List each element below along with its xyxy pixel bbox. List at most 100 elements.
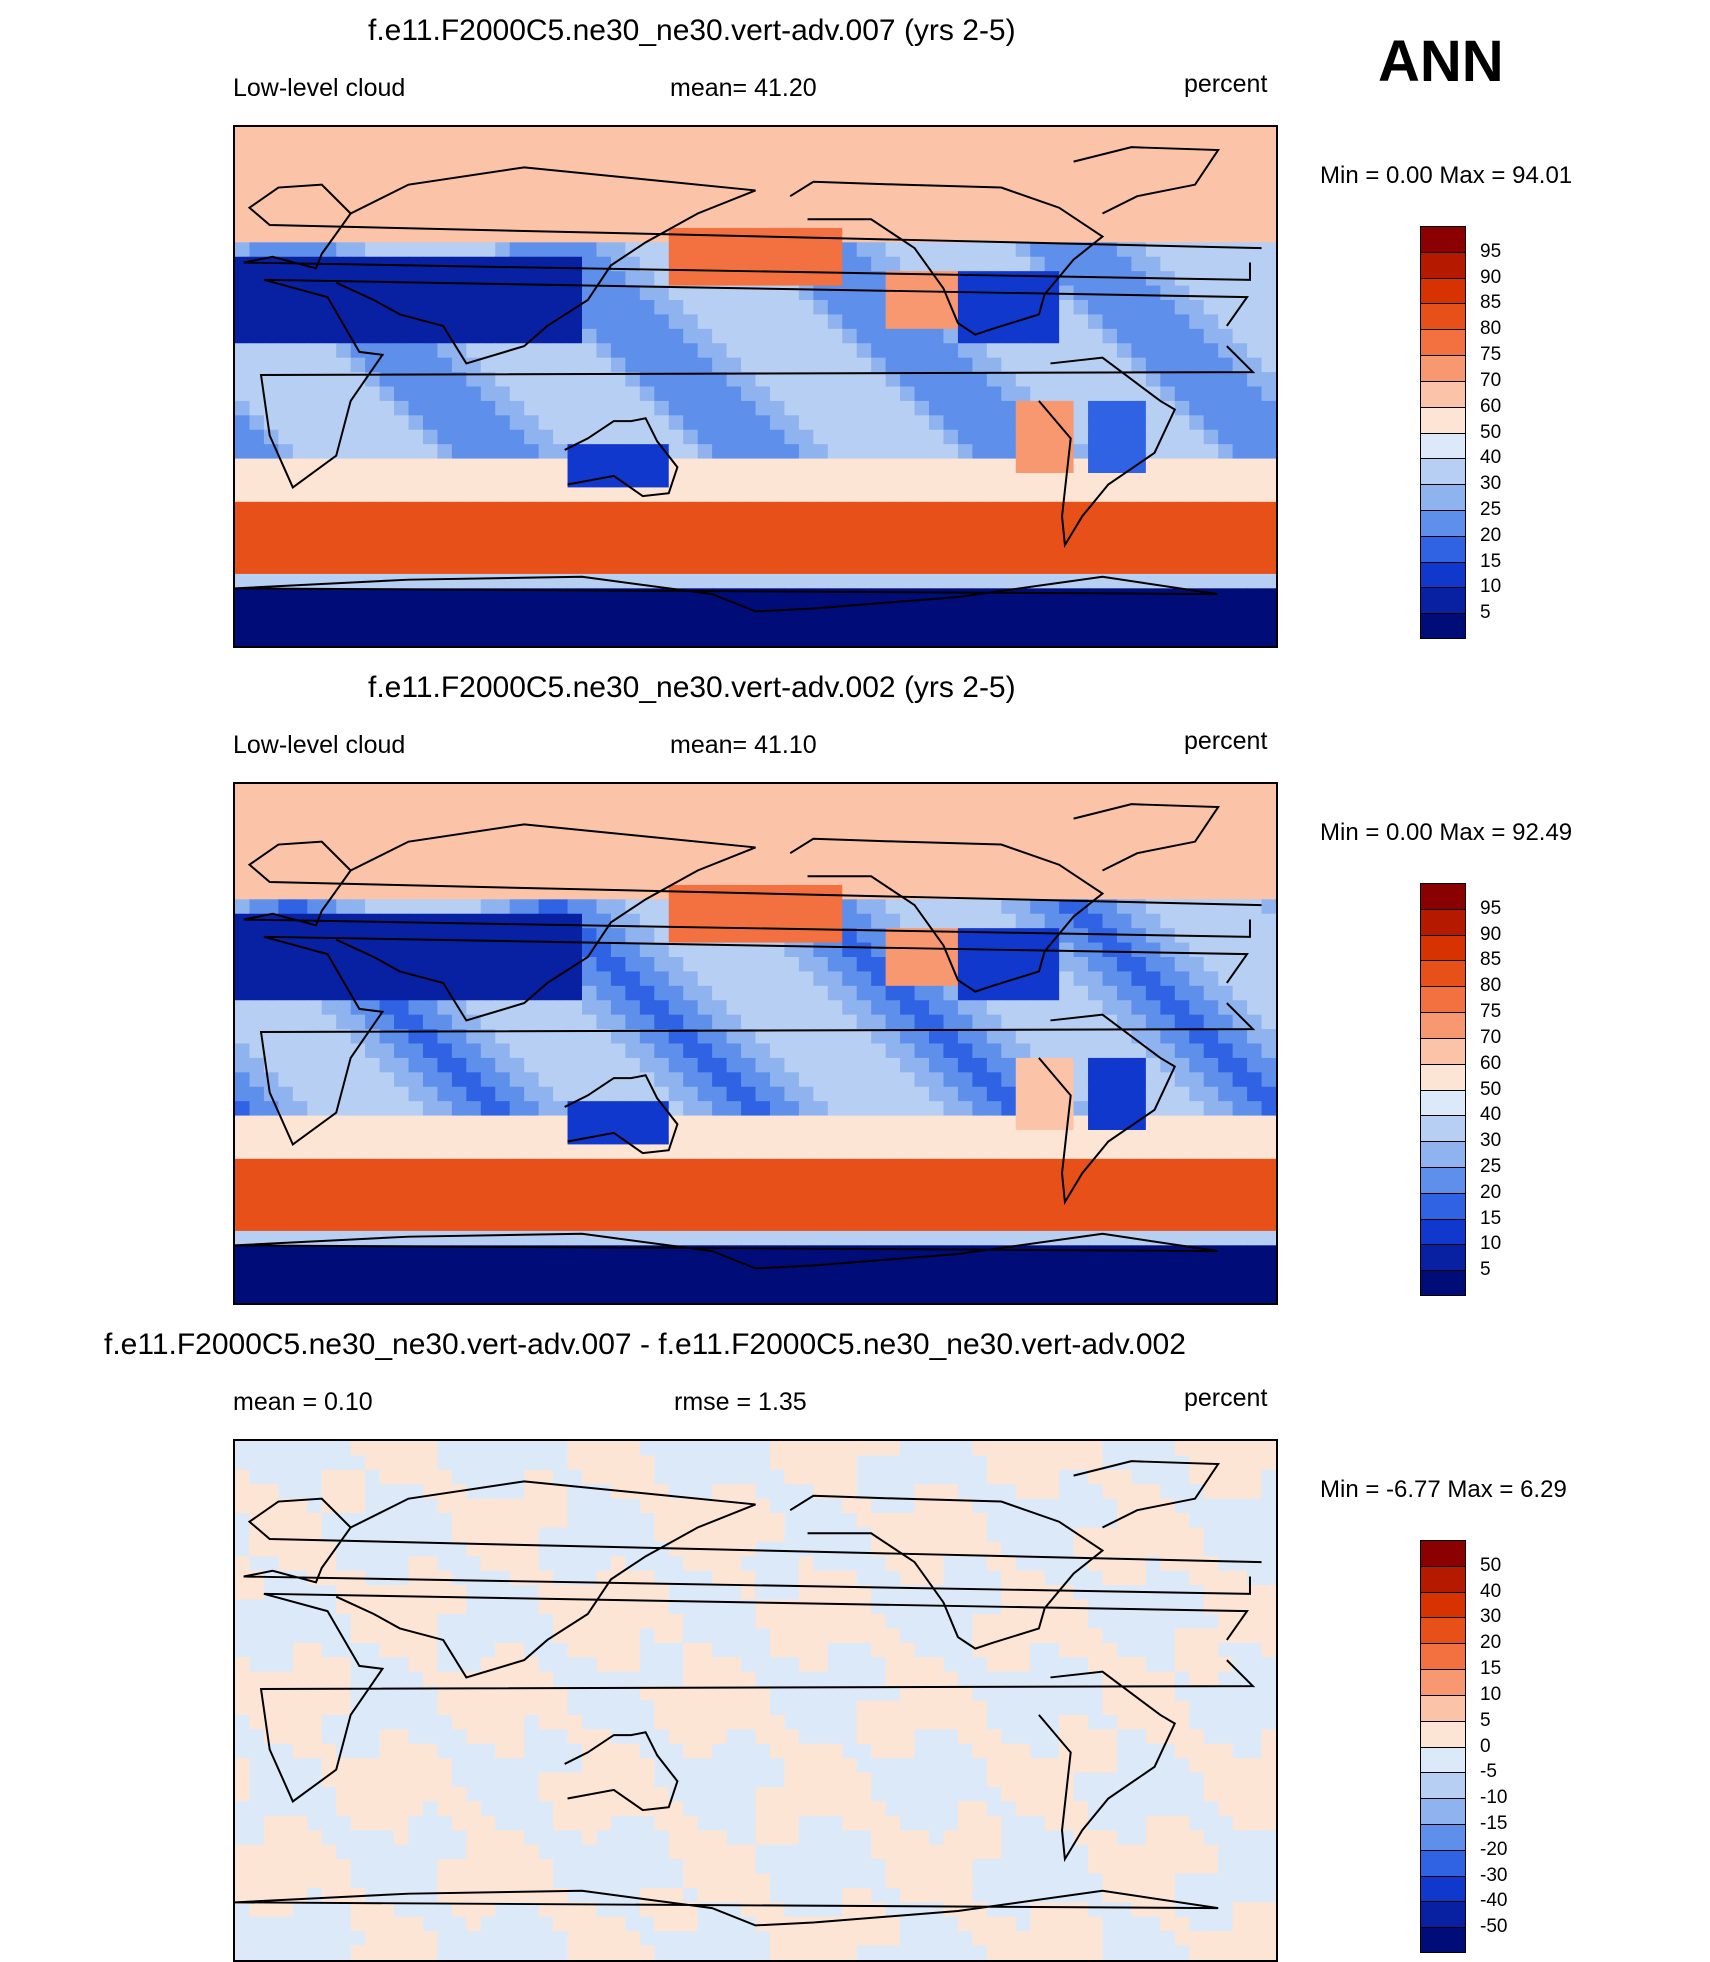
field-cell <box>986 1216 1002 1232</box>
field-cell <box>379 1043 395 1059</box>
field-cell <box>553 957 569 973</box>
field-cell <box>1189 155 1205 171</box>
field-cell <box>712 1057 728 1073</box>
field-cell <box>292 1072 308 1088</box>
field-cell <box>1044 559 1060 575</box>
field-cell <box>451 573 467 589</box>
field-cell <box>972 827 988 843</box>
field-cell <box>1145 784 1161 800</box>
field-cell <box>1160 812 1176 828</box>
field-cell <box>336 827 352 843</box>
field-cell <box>292 1000 308 1016</box>
field-cell <box>437 199 453 215</box>
field-cell <box>336 899 352 915</box>
field-cell <box>1247 602 1263 618</box>
field-cell <box>495 631 511 646</box>
field-cell <box>1030 1057 1046 1073</box>
field-cell <box>292 884 308 900</box>
field-cell <box>929 559 945 575</box>
field-cell <box>755 184 771 200</box>
field-cell <box>1001 1014 1017 1030</box>
field-cell <box>1102 827 1118 843</box>
field-cell <box>871 1187 887 1203</box>
field-cell <box>249 184 265 200</box>
field-cell <box>1059 444 1075 460</box>
field-cell <box>842 573 858 589</box>
field-cell <box>249 884 265 900</box>
field-cell <box>567 841 583 857</box>
field-cell <box>336 573 352 589</box>
field-cell <box>986 573 1002 589</box>
field-cell <box>1145 256 1161 272</box>
field-cell <box>1131 798 1147 814</box>
field-cell <box>538 199 554 215</box>
field-cell <box>1030 971 1046 987</box>
field-cell <box>365 545 381 561</box>
field-cell <box>1247 372 1263 388</box>
field-cell <box>1189 1115 1205 1131</box>
field-cell <box>263 314 279 330</box>
field-cell <box>929 1130 945 1146</box>
field-cell <box>929 199 945 215</box>
field-cell <box>929 1230 945 1246</box>
field-cell <box>307 827 323 843</box>
field-cell <box>610 1158 626 1174</box>
field-cell <box>480 884 496 900</box>
field-cell <box>639 827 655 843</box>
field-cell <box>553 631 569 646</box>
colorbar-tick-label: 80 <box>1480 318 1502 340</box>
field-cell <box>365 400 381 416</box>
field-cell <box>712 1086 728 1102</box>
field-cell <box>379 942 395 958</box>
field-cell <box>408 127 424 143</box>
field-cell <box>842 1245 858 1261</box>
field-cell <box>1015 573 1031 589</box>
field-cell <box>509 1245 525 1261</box>
field-cell <box>769 1216 786 1232</box>
field-cell <box>1102 285 1118 301</box>
field-cell <box>813 487 829 503</box>
field-cell <box>972 1086 988 1102</box>
field-cell <box>1102 372 1118 388</box>
field-cell <box>813 242 829 258</box>
field-cell <box>610 1086 626 1102</box>
field-cell <box>1247 870 1263 886</box>
field-cell <box>769 1072 786 1088</box>
field-cell <box>235 617 251 633</box>
field-cell <box>871 588 887 604</box>
field-cell <box>336 812 352 828</box>
field-cell <box>885 812 901 828</box>
field-cell <box>379 1057 395 1073</box>
field-cell <box>1261 798 1276 814</box>
field-cell <box>842 1086 858 1102</box>
field-cell <box>495 913 511 929</box>
field-cell <box>712 357 728 373</box>
field-cell <box>495 870 511 886</box>
field-cell <box>654 516 670 532</box>
field-cell <box>972 386 988 402</box>
field-cell <box>683 1072 699 1088</box>
field-cell <box>567 928 583 944</box>
field-cell <box>466 213 482 229</box>
field-cell <box>1102 942 1118 958</box>
field-cell <box>422 444 439 460</box>
field-cell <box>495 559 511 575</box>
field-cell <box>596 343 612 359</box>
field-cell <box>755 271 771 287</box>
field-cell <box>610 957 626 973</box>
field-cell <box>480 343 496 359</box>
field-cell <box>263 798 279 814</box>
field-cell <box>596 1115 612 1131</box>
field-cell <box>1261 1202 1276 1218</box>
field-cell <box>625 928 641 944</box>
field-cell <box>712 899 728 915</box>
field-cell <box>596 985 612 1001</box>
field-cell <box>336 798 352 814</box>
field-cell <box>798 884 814 900</box>
field-cell <box>1001 1158 1017 1174</box>
field-cell <box>827 1173 843 1189</box>
field-cell <box>798 242 814 258</box>
field-cell <box>1030 242 1046 258</box>
field-cell <box>1001 1230 1017 1246</box>
field-cell <box>1232 530 1248 546</box>
